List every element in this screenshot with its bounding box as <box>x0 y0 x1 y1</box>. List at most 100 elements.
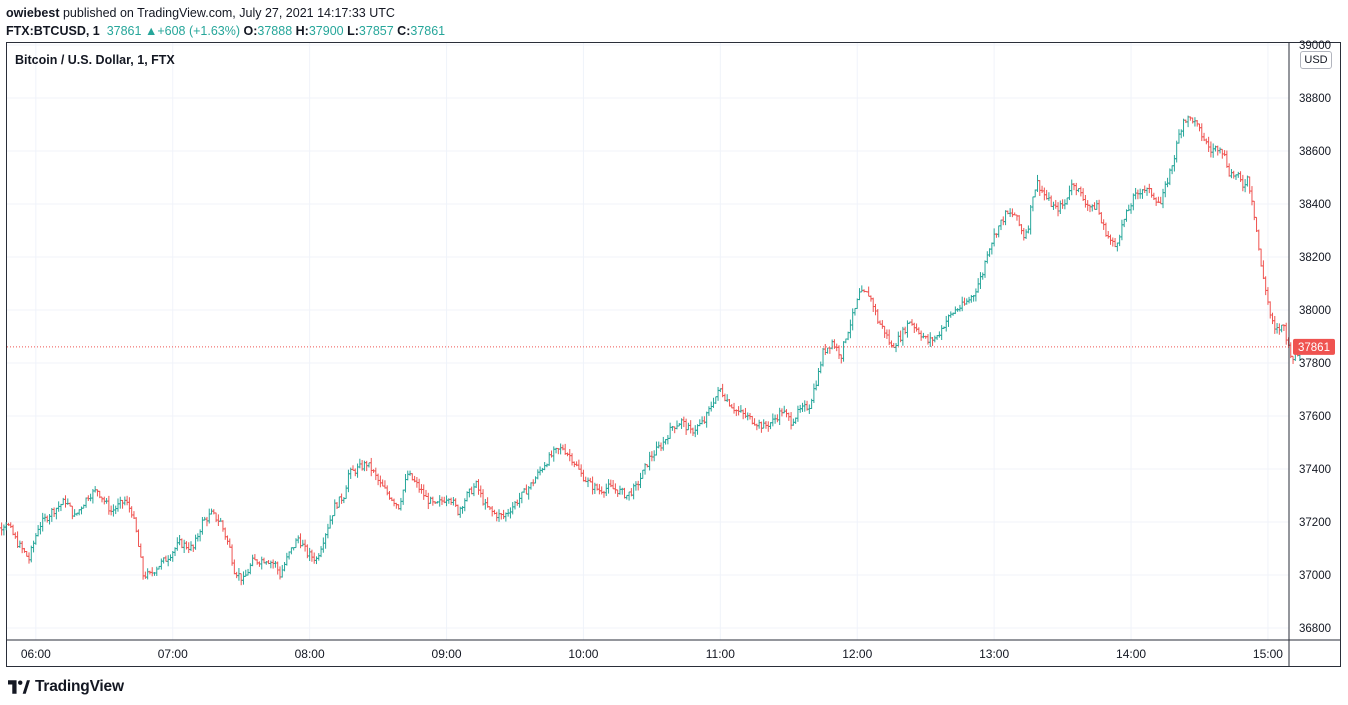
tradingview-brand[interactable]: TradingView <box>8 678 124 696</box>
ohlc-bar <box>253 554 257 561</box>
ohlc-bar <box>276 561 280 575</box>
ohlc-bar <box>698 419 702 427</box>
ohlc-bar <box>495 511 499 522</box>
ohlc-bar <box>159 558 163 570</box>
x-tick-label: 09:00 <box>432 647 462 661</box>
ohlc-bar <box>524 484 529 495</box>
ohlc-bar <box>287 551 291 560</box>
ohlc-bar <box>1010 208 1014 218</box>
ohlc-bar <box>684 418 688 435</box>
ohlc-bar <box>472 483 476 497</box>
ohlc-bar <box>130 506 134 518</box>
ohlc-bar <box>618 485 622 495</box>
ohlc-bar <box>271 559 275 569</box>
ohlc-bar <box>13 532 17 539</box>
ohlc-bar <box>479 485 483 498</box>
ohlc-bar <box>1003 210 1008 226</box>
ohlc-bar <box>308 547 312 562</box>
ohlc-bar <box>860 285 864 293</box>
ohlc-bar <box>981 272 985 280</box>
ohlc-bar <box>109 505 113 516</box>
ohlc-bar <box>736 406 741 416</box>
ohlc-bar <box>467 488 471 498</box>
publish-line: owiebest published on TradingView.com, J… <box>6 4 445 22</box>
ohlc-bar <box>1218 147 1222 154</box>
ohlc-bar <box>18 540 22 548</box>
x-tick-label: 14:00 <box>1116 647 1146 661</box>
ohlc-bar <box>280 564 284 578</box>
author-name[interactable]: owiebest <box>6 6 60 20</box>
ohlc-bar <box>1165 177 1170 188</box>
ohlc-bar <box>29 545 33 563</box>
x-tick-label: 08:00 <box>295 647 325 661</box>
ohlc-bar <box>196 533 200 542</box>
ohlc-bar <box>533 476 538 484</box>
ohlc-bar <box>714 396 718 404</box>
ohlc-bar <box>241 571 246 585</box>
ohlc-bar <box>403 473 408 493</box>
symbol-label: FTX:BTCUSD, 1 <box>6 24 100 38</box>
ohlc-bar <box>983 260 987 278</box>
ohlc-bar <box>1095 200 1099 210</box>
ohlc-bar <box>50 507 54 522</box>
ohlc-bar <box>1092 202 1097 210</box>
ohlc-bar <box>1277 323 1281 335</box>
ohlc-bar <box>1070 179 1074 196</box>
ohlc-bar <box>559 443 563 455</box>
ohlc-bar <box>648 451 652 471</box>
ohlc-bar <box>825 347 830 354</box>
ohlc-bar <box>937 331 941 338</box>
ohlc-bar <box>657 441 661 449</box>
ohlc-bar <box>848 319 852 339</box>
ohlc-bar <box>1291 355 1295 364</box>
ohlc-bar <box>529 482 533 490</box>
ohlc-bar <box>997 225 1001 238</box>
ohlc-bar <box>312 552 316 564</box>
ohlc-bar <box>310 549 314 562</box>
ohlc-bar <box>1289 342 1293 359</box>
ohlc-bar <box>1184 119 1188 124</box>
ohlc-bar <box>1129 203 1133 214</box>
ohlc-bar <box>867 286 871 297</box>
ohlc-bar <box>926 334 930 345</box>
ohlc-bar <box>314 556 319 565</box>
ohlc-bar <box>1163 181 1167 198</box>
ohlc-bar <box>622 487 627 499</box>
ohlc-bar <box>1067 185 1072 201</box>
ohlc-bar <box>1191 117 1195 124</box>
ohlc-bar <box>11 524 15 536</box>
ohlc-bar <box>123 496 127 506</box>
ohlc-bar <box>1022 227 1026 241</box>
y-tick-label: 37800 <box>1299 358 1331 370</box>
ohlc-bar <box>1029 205 1033 235</box>
chart-frame[interactable] <box>6 42 1341 667</box>
ohlc-bar <box>216 514 220 526</box>
ohlc-bar <box>552 446 556 462</box>
ohlc-bar <box>406 470 410 481</box>
ohlc-bar <box>590 476 595 495</box>
ohlc-bar <box>25 550 29 557</box>
ohlc-bar <box>444 495 449 507</box>
ohlc-bar <box>2 524 6 536</box>
ohlc-bar <box>1051 201 1056 210</box>
ohlc-bar <box>20 540 24 554</box>
ohlc-bar <box>1238 171 1243 182</box>
ohlc-bar <box>381 479 385 487</box>
ohlc-bar <box>990 242 994 255</box>
ohlc-bar <box>438 495 442 507</box>
ohlc-bar <box>661 436 665 451</box>
currency-button[interactable]: USD <box>1300 51 1332 69</box>
ohlc-bar <box>383 480 387 489</box>
ohlc-bar <box>547 452 551 466</box>
ohlc-bar <box>1113 238 1117 248</box>
ohlc-bar <box>851 308 855 331</box>
ohlc-bar <box>367 462 371 468</box>
ohlc-bar <box>1257 229 1261 251</box>
ohlc-bar <box>426 492 430 510</box>
ohlc-bar <box>757 419 761 429</box>
ohlc-bar <box>1083 194 1088 208</box>
ohlc-bar <box>1177 129 1181 144</box>
high-value: 37900 <box>308 24 344 38</box>
ohlc-bar <box>146 568 150 580</box>
